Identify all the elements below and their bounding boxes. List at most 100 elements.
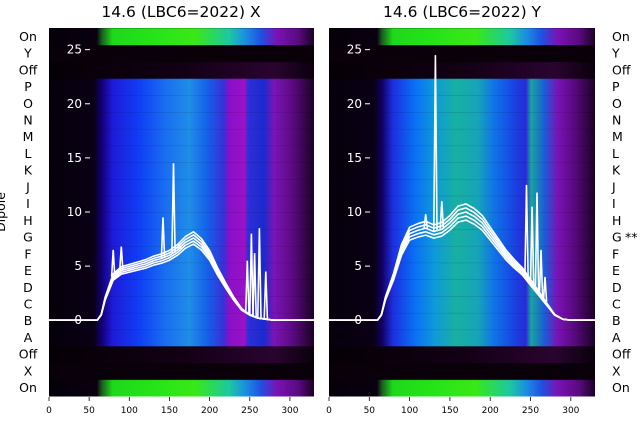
row-label-i: I bbox=[26, 196, 30, 211]
row-label-on: On bbox=[19, 29, 37, 44]
row-label-b: B bbox=[612, 313, 621, 328]
heatmap-row-on bbox=[329, 379, 595, 397]
x-tick-label: 150 bbox=[441, 406, 458, 416]
row-label-k: K bbox=[612, 163, 621, 178]
row-label-e: E bbox=[612, 263, 620, 278]
row-separator bbox=[49, 228, 314, 230]
y-tick-label: 15 bbox=[347, 151, 362, 165]
row-label-on: On bbox=[19, 380, 37, 395]
row-separator bbox=[49, 28, 314, 29]
row-label-on: On bbox=[612, 380, 630, 395]
heatmap-row-a bbox=[49, 329, 314, 347]
row-separator bbox=[329, 379, 595, 381]
row-label-g: G bbox=[612, 230, 622, 245]
y-ticks: 0 5 10 15 20 25 bbox=[67, 43, 90, 327]
heatmap-row-y bbox=[49, 44, 314, 62]
heatmap-row-x bbox=[329, 362, 595, 380]
heatmap-row-h bbox=[49, 212, 314, 230]
row-label-y: Y bbox=[23, 46, 32, 61]
y-tick-label: 10 bbox=[347, 205, 362, 219]
y-tick-label: 20 bbox=[347, 97, 362, 111]
overlay-trace bbox=[329, 203, 595, 321]
y-ticks: 0 5 10 15 20 25 bbox=[347, 43, 370, 327]
overlay-spike bbox=[171, 163, 176, 253]
heatmap-row-g bbox=[329, 228, 595, 246]
x-tick-label: 0 bbox=[326, 406, 332, 416]
row-label-p: P bbox=[612, 79, 620, 94]
row-label-c: C bbox=[612, 297, 621, 312]
heatmap-row-on bbox=[329, 28, 595, 46]
x-tick-label: 100 bbox=[401, 406, 418, 416]
panel-title: 14.6 (LBC6=2022) Y bbox=[383, 3, 542, 21]
row-label-off: Off bbox=[612, 62, 631, 77]
heatmap-row-f bbox=[49, 245, 314, 263]
row-separator bbox=[329, 312, 595, 314]
x-tick-label: 150 bbox=[161, 406, 178, 416]
x-tick-label: 250 bbox=[241, 406, 258, 416]
row-label-m: M bbox=[23, 129, 34, 144]
row-flag-mark: ** bbox=[625, 230, 638, 245]
overlay-spike bbox=[538, 249, 544, 297]
panel-y: 14.6 (LBC6=2022) Y 0 5 10 15 20 25 0 50 100 150 2… bbox=[326, 3, 637, 416]
heatmap-row-b bbox=[329, 312, 595, 330]
heatmap-row-m bbox=[329, 128, 595, 146]
y-tick-label: 10 bbox=[67, 205, 82, 219]
row-label-j: J bbox=[611, 179, 616, 194]
x-tick-label: 50 bbox=[83, 406, 95, 416]
heatmap-row-j bbox=[329, 178, 595, 196]
heatmap-row-on bbox=[49, 379, 314, 397]
heatmap-row-f bbox=[329, 245, 595, 263]
overlay-spike bbox=[534, 192, 540, 292]
overlay-spike bbox=[118, 246, 124, 271]
y-tick-label: 25 bbox=[347, 43, 362, 57]
overlay-spike bbox=[529, 206, 535, 285]
y-tick-label: 20 bbox=[67, 97, 82, 111]
heatmap-row-c bbox=[49, 295, 314, 313]
overlay-spike bbox=[160, 217, 166, 258]
heatmap-row-k bbox=[49, 161, 314, 180]
x-tick-label: 250 bbox=[522, 406, 539, 416]
row-label-o: O bbox=[23, 96, 33, 111]
heatmap-row-a bbox=[329, 329, 595, 347]
heatmap-row-p bbox=[329, 78, 595, 96]
x-tick-label: 200 bbox=[482, 406, 499, 416]
overlay-spike bbox=[542, 276, 548, 302]
heatmap-row-o bbox=[329, 94, 595, 113]
row-label-c: C bbox=[24, 297, 33, 312]
heatmap-row-j bbox=[49, 178, 314, 196]
heatmap-row-on bbox=[49, 28, 314, 46]
overlay-spike bbox=[439, 201, 445, 230]
y-tick-label: 15 bbox=[67, 151, 82, 165]
heatmap-row-y bbox=[329, 44, 595, 62]
row-separator bbox=[329, 228, 595, 230]
overlay-lines bbox=[329, 55, 595, 321]
row-label-g: G bbox=[23, 230, 33, 245]
overlay-spike bbox=[423, 214, 429, 229]
row-label-h: H bbox=[23, 213, 32, 228]
x-tick-label: 100 bbox=[121, 406, 138, 416]
heatmap-row-e bbox=[49, 262, 314, 280]
row-label-h: H bbox=[612, 213, 621, 228]
row-label-x: X bbox=[24, 363, 33, 378]
heatmap-row-m bbox=[49, 128, 314, 146]
heatmap-row-o bbox=[49, 94, 314, 113]
row-label-n: N bbox=[612, 113, 621, 128]
row-label-i: I bbox=[612, 196, 616, 211]
heatmap-row-n bbox=[329, 111, 595, 129]
heatmap-row-l bbox=[329, 145, 595, 163]
overlay-spike bbox=[433, 55, 438, 232]
x-ticks: 0 50 100 150 200 250 300 bbox=[326, 397, 580, 416]
y-tick-label: 5 bbox=[354, 259, 362, 273]
row-label-f: F bbox=[612, 246, 619, 261]
row-separator bbox=[49, 379, 314, 381]
heatmap-row-d bbox=[49, 278, 314, 297]
heatmap-row-off bbox=[329, 345, 595, 364]
heatmap-row-off bbox=[329, 61, 595, 79]
x-tick-label: 0 bbox=[46, 406, 52, 416]
row-label-a: A bbox=[612, 330, 621, 345]
heatmap-row-off bbox=[49, 345, 314, 364]
heatmap-row-k bbox=[329, 161, 595, 180]
row-label-o: O bbox=[612, 96, 622, 111]
